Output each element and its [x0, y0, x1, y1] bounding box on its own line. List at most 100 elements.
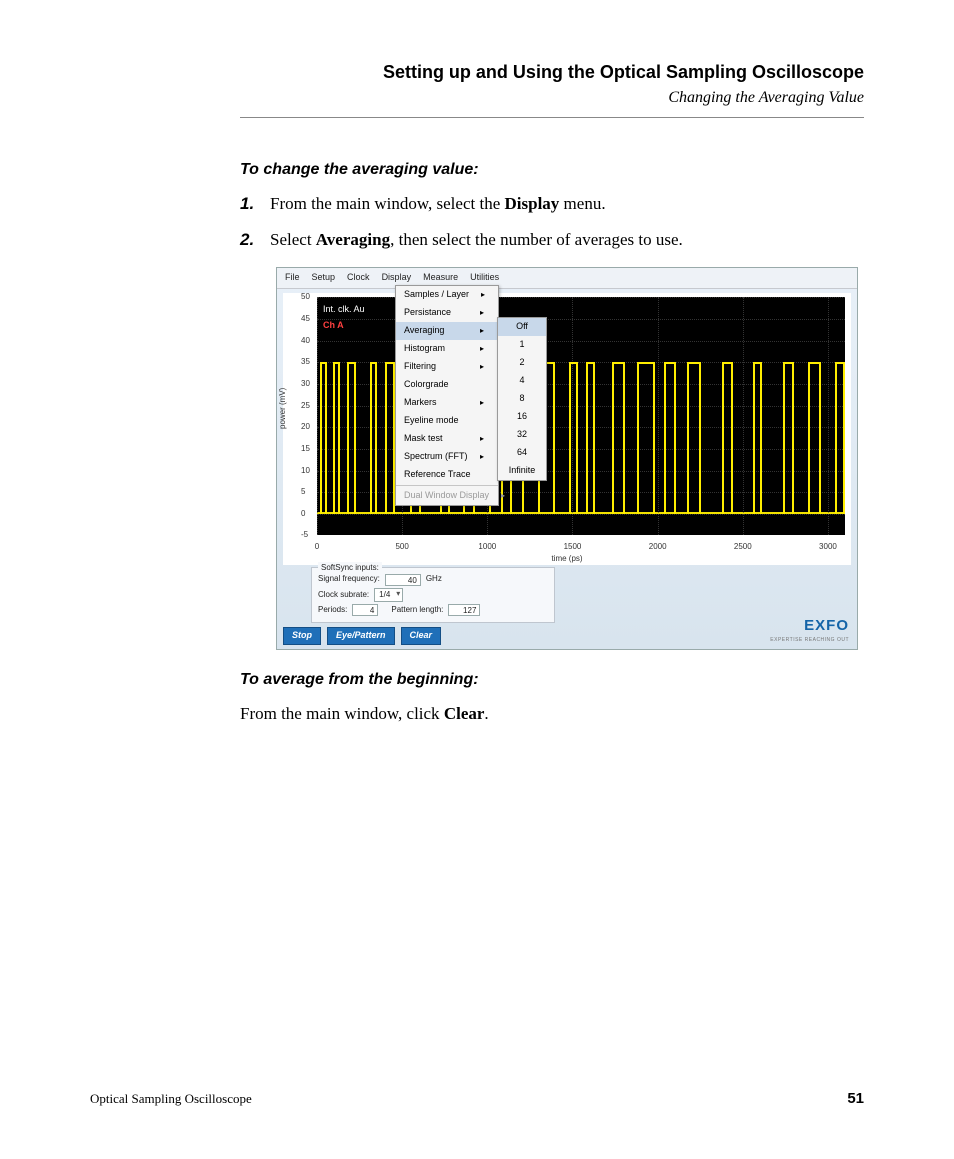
proc2-bold: Clear	[444, 704, 485, 723]
clock-subrate-select[interactable]: 1/4	[374, 588, 403, 602]
menu-measure[interactable]: Measure	[423, 271, 458, 285]
display-menu-item[interactable]: Eyeline mode	[396, 412, 498, 430]
procedure-2-line: From the main window, click Clear.	[240, 701, 864, 727]
y-tick: 15	[301, 443, 310, 455]
x-tick: 1500	[564, 541, 582, 553]
proc2-post: .	[484, 704, 488, 723]
clock-subrate-label: Clock subrate:	[318, 589, 369, 601]
page-header: Setting up and Using the Optical Samplin…	[240, 62, 864, 118]
display-menu-item[interactable]: Averaging▸	[396, 322, 498, 340]
display-menu-item[interactable]: Samples / Layer▸	[396, 286, 498, 304]
logo-tagline: EXPERTISE REACHING OUT	[770, 637, 849, 645]
averaging-option[interactable]: 8	[498, 390, 546, 408]
y-tick: 20	[301, 421, 310, 433]
app-window: File Setup Clock Display Measure Utiliti…	[276, 267, 858, 650]
x-tick: 3000	[819, 541, 837, 553]
menu-bar: File Setup Clock Display Measure Utiliti…	[277, 268, 857, 289]
header-rule	[240, 117, 864, 118]
waveform-pulse	[370, 362, 378, 513]
y-tick: 30	[301, 378, 310, 390]
display-menu-item[interactable]: Spectrum (FFT)▸	[396, 448, 498, 466]
logo-text: EXFO	[770, 614, 849, 637]
averaging-option[interactable]: 1	[498, 336, 546, 354]
averaging-option[interactable]: Infinite	[498, 462, 546, 480]
screenshot-figure: File Setup Clock Display Measure Utiliti…	[276, 267, 864, 650]
y-tick: 25	[301, 399, 310, 411]
waveform-pulse	[753, 362, 762, 513]
periods-input[interactable]: 4	[352, 604, 378, 616]
pattern-length-input[interactable]: 127	[448, 604, 480, 616]
y-tick: 5	[301, 486, 305, 498]
waveform-pulse	[835, 362, 845, 513]
waveform-pulse	[347, 362, 356, 513]
display-menu-item[interactable]: Histogram▸	[396, 340, 498, 358]
averaging-option[interactable]: 4	[498, 372, 546, 390]
menu-clock[interactable]: Clock	[347, 271, 370, 285]
y-tick: 0	[301, 508, 305, 520]
proc2-pre: From the main window, click	[240, 704, 444, 723]
step-2: 2. Select Averaging, then select the num…	[240, 227, 864, 253]
procedure-1-title: To change the averaging value:	[240, 158, 864, 183]
waveform-pulse	[808, 362, 822, 513]
step-1-number: 1.	[240, 191, 270, 217]
eye-pattern-button[interactable]: Eye/Pattern	[327, 627, 395, 645]
footer-doc-name: Optical Sampling Oscilloscope	[90, 1091, 252, 1107]
brand-logo: EXFO EXPERTISE REACHING OUT	[770, 614, 849, 645]
display-menu-item[interactable]: Reference Trace	[396, 466, 498, 484]
display-menu-item[interactable]: Persistance▸	[396, 304, 498, 322]
overlay-clock-mode: Int. clk. Au	[323, 303, 365, 317]
page: Setting up and Using the Optical Samplin…	[0, 0, 954, 1159]
display-menu-dropdown: Samples / Layer▸Persistance▸Averaging▸Hi…	[395, 285, 499, 505]
overlay-channel: Ch A	[323, 319, 344, 333]
waveform-pulse	[783, 362, 794, 513]
y-tick: 50	[301, 291, 310, 303]
x-axis-label: time (ps)	[551, 553, 582, 565]
step-2-post: , then select the number of averages to …	[390, 230, 683, 249]
waveform-pulse	[385, 362, 395, 513]
waveform-pulse	[637, 362, 655, 513]
procedure-2-title: To average from the beginning:	[240, 668, 864, 693]
menu-file[interactable]: File	[285, 271, 300, 285]
body: To change the averaging value: 1. From t…	[240, 158, 864, 727]
y-axis-label: power (mV)	[277, 388, 289, 429]
x-tick: 1000	[478, 541, 496, 553]
step-2-pre: Select	[270, 230, 316, 249]
step-2-bold: Averaging	[316, 230, 390, 249]
averaging-option[interactable]: 32	[498, 426, 546, 444]
x-tick: 0	[315, 541, 319, 553]
waveform-pulse	[687, 362, 701, 513]
averaging-option[interactable]: 2	[498, 354, 546, 372]
averaging-option[interactable]: Off	[498, 318, 546, 336]
menu-utilities[interactable]: Utilities	[470, 271, 499, 285]
stop-button[interactable]: Stop	[283, 627, 321, 645]
display-menu-item[interactable]: Mask test▸	[396, 430, 498, 448]
waveform-pulse	[333, 362, 340, 513]
display-menu-item[interactable]: Markers▸	[396, 394, 498, 412]
step-2-number: 2.	[240, 227, 270, 253]
display-menu-item[interactable]: Dual Window Display▸	[396, 487, 498, 505]
clear-button[interactable]: Clear	[401, 627, 442, 645]
averaging-submenu: Off1248163264Infinite	[497, 317, 547, 480]
averaging-option[interactable]: 16	[498, 408, 546, 426]
y-tick: 35	[301, 356, 310, 368]
averaging-option[interactable]: 64	[498, 444, 546, 462]
display-menu-item[interactable]: Filtering▸	[396, 358, 498, 376]
y-tick: -5	[301, 529, 308, 541]
footer-page-number: 51	[847, 1090, 864, 1107]
softsync-row-subrate: Clock subrate: 1/4	[318, 588, 548, 602]
periods-label: Periods:	[318, 604, 347, 616]
menu-display[interactable]: Display	[382, 271, 412, 285]
waveform-pulse	[569, 362, 578, 513]
waveform-pulse	[612, 362, 626, 513]
y-tick: 40	[301, 334, 310, 346]
waveform-pulse	[664, 362, 676, 513]
signal-freq-input[interactable]: 40	[385, 574, 421, 586]
display-menu-item[interactable]: Colorgrade	[396, 376, 498, 394]
menu-setup[interactable]: Setup	[312, 271, 336, 285]
y-tick: 10	[301, 464, 310, 476]
softsync-row-signal: Signal frequency: 40 GHz	[318, 573, 548, 585]
step-1-pre: From the main window, select the	[270, 194, 505, 213]
step-2-text: Select Averaging, then select the number…	[270, 227, 683, 253]
softsync-legend: SoftSync inputs:	[318, 562, 382, 574]
signal-freq-label: Signal frequency:	[318, 573, 380, 585]
